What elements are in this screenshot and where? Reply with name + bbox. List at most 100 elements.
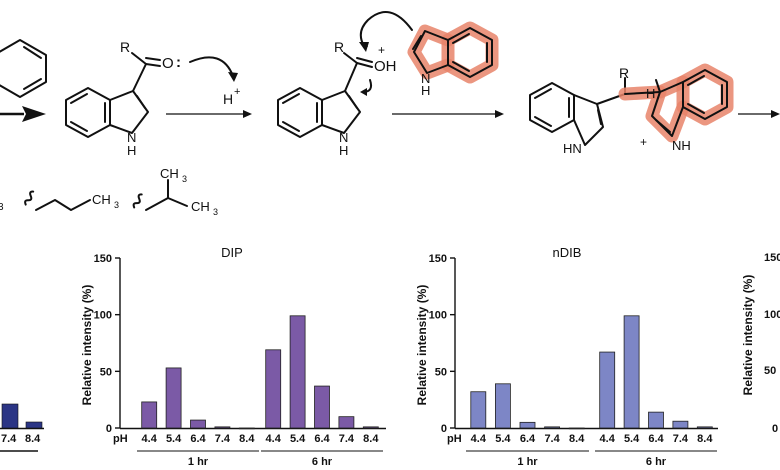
proton-charge-label: +	[234, 86, 240, 98]
right-partial-chart: Relative intensity (%) 150 100 50 0	[741, 252, 780, 435]
dip-y-tick-label: 100	[94, 310, 112, 322]
ndib-y-tick-label: 100	[429, 310, 447, 322]
acylindole-molecule: R O : N H	[65, 39, 181, 158]
proton-label: H	[223, 91, 233, 107]
dip-chart-title: DIP	[221, 245, 243, 260]
bisindolyl-intermediate: HN R H NH +	[529, 63, 734, 156]
ndib-bar	[599, 351, 616, 429]
dip-bar	[265, 349, 282, 429]
reaction-arrow-1	[166, 110, 252, 118]
ndib-chart-title: nDIB	[553, 245, 582, 260]
dip-y-axis-label: Relative intensity (%)	[80, 285, 94, 406]
isopropyl-ch3-top-sub: 3	[182, 174, 187, 184]
reaction-arrow-2	[392, 110, 504, 118]
dip-x-tick-label: 5.4	[290, 433, 306, 445]
dip-bar	[338, 416, 355, 429]
right-partial-y-axis-label: Relative intensity (%)	[741, 275, 755, 396]
dimer-charge-label: +	[640, 135, 647, 149]
ndib-y-tick-label: 0	[441, 423, 447, 435]
ndib-bar	[623, 315, 640, 429]
dimer-hn-label: HN	[563, 141, 582, 156]
dip-x-tick-label: 7.4	[339, 433, 355, 445]
ndib-x-tick-label: 7.4	[544, 433, 560, 445]
ndib-bar	[494, 383, 511, 429]
dip-bar	[190, 419, 206, 429]
dip-bar-chart: DIP Relative intensity (%) pH 0 50 100 150 4…	[80, 245, 386, 468]
ndib-bar	[648, 411, 664, 429]
ndib-x-prefix: pH	[447, 433, 462, 445]
right-partial-tick-0: 0	[772, 423, 778, 435]
reaction-arrow-3	[738, 110, 780, 118]
ndib-bar-chart: nDIB Relative intensity (%) pH 0 50 100 150…	[415, 245, 718, 468]
ndib-bar	[544, 426, 560, 429]
dimer-h-label: H	[646, 86, 655, 101]
partial-reaction-arrow	[0, 106, 46, 122]
partial-benzene-ring	[0, 39, 47, 98]
left-partial-bar-1	[1, 403, 19, 429]
left-partial-tick-2: 8.4	[25, 433, 41, 445]
ndib-group-label: 6 hr	[646, 456, 667, 468]
protonated-n-label: N	[339, 130, 348, 145]
left-partial-chart: 7.4 8.4	[0, 403, 44, 452]
protonation-curved-arrow	[189, 56, 234, 77]
dip-x-tick-label: 8.4	[239, 433, 255, 445]
butyl-ch3-label: CH	[92, 192, 111, 207]
nucleophile-indole: N H	[407, 21, 499, 98]
dip-y-tick-label: 50	[100, 366, 112, 378]
oxonium-label: OH	[374, 58, 397, 75]
dip-x-tick-label: 7.4	[215, 433, 231, 445]
dip-bar	[141, 401, 158, 429]
cut-ch3-sub: 3	[0, 202, 4, 213]
nucleophilic-attack-arrow	[359, 11, 413, 47]
ndib-bar	[672, 420, 689, 429]
dip-bar	[214, 426, 231, 429]
dip-bar	[165, 367, 182, 429]
isopropyl-ch3-right-sub: 3	[213, 207, 218, 217]
protonated-r-label: R	[334, 39, 344, 55]
ndib-x-tick-label: 5.4	[495, 433, 511, 445]
dip-x-tick-label: 4.4	[266, 433, 282, 445]
dip-group-label: 6 hr	[312, 456, 333, 468]
dip-y-tick-label: 150	[94, 253, 112, 265]
oxonium-charge-label: +	[378, 43, 385, 57]
ndib-x-tick-label: 4.4	[600, 433, 616, 445]
r-group-row: 3 CH 3 CH 3 CH 3	[0, 166, 218, 217]
dip-bar	[289, 315, 306, 429]
dip-group-label: 1 hr	[188, 456, 209, 468]
dip-x-tick-label: 6.4	[314, 433, 330, 445]
dip-bar	[238, 427, 255, 430]
isopropyl-ch3-right-label: CH	[191, 199, 210, 214]
ndib-x-tick-label: 8.4	[697, 433, 713, 445]
nucleophile-nh-h-label: H	[421, 83, 430, 98]
ndib-y-tick-label: 150	[429, 253, 447, 265]
ketone-oxygen-label: O	[162, 55, 174, 72]
dip-x-tick-label: 5.4	[166, 433, 182, 445]
lone-pair-label: :	[176, 54, 181, 71]
ndib-bar	[696, 426, 713, 429]
right-partial-tick-150: 150	[764, 252, 780, 264]
dip-x-tick-label: 4.4	[142, 433, 158, 445]
right-partial-tick-100: 100	[764, 309, 780, 321]
ndib-x-tick-label: 8.4	[569, 433, 585, 445]
ndib-x-tick-label: 6.4	[520, 433, 536, 445]
attack-arrowhead	[359, 42, 369, 52]
ndib-bar	[519, 421, 536, 429]
ndib-bar	[470, 391, 487, 429]
left-partial-tick-1: 7.4	[1, 433, 17, 445]
dip-y-tick-label: 0	[106, 423, 112, 435]
reaction-scheme: R O : N H H + R OH	[0, 11, 780, 217]
ndib-bar	[568, 427, 585, 430]
ndib-group-label: 1 hr	[517, 456, 538, 468]
right-partial-tick-50: 50	[764, 365, 776, 377]
left-partial-bar-2	[25, 421, 43, 429]
ndib-y-tick-label: 50	[435, 366, 447, 378]
dip-x-tick-label: 8.4	[363, 433, 379, 445]
ndib-x-tick-label: 7.4	[673, 433, 689, 445]
protonation-arrowhead	[228, 72, 238, 82]
ndib-x-tick-label: 4.4	[471, 433, 487, 445]
dimer-r-label: R	[619, 65, 629, 81]
indole-nh-h-label: H	[127, 143, 136, 158]
ketone-r-label: R	[120, 39, 130, 55]
dimer-nh-label: NH	[672, 138, 691, 153]
